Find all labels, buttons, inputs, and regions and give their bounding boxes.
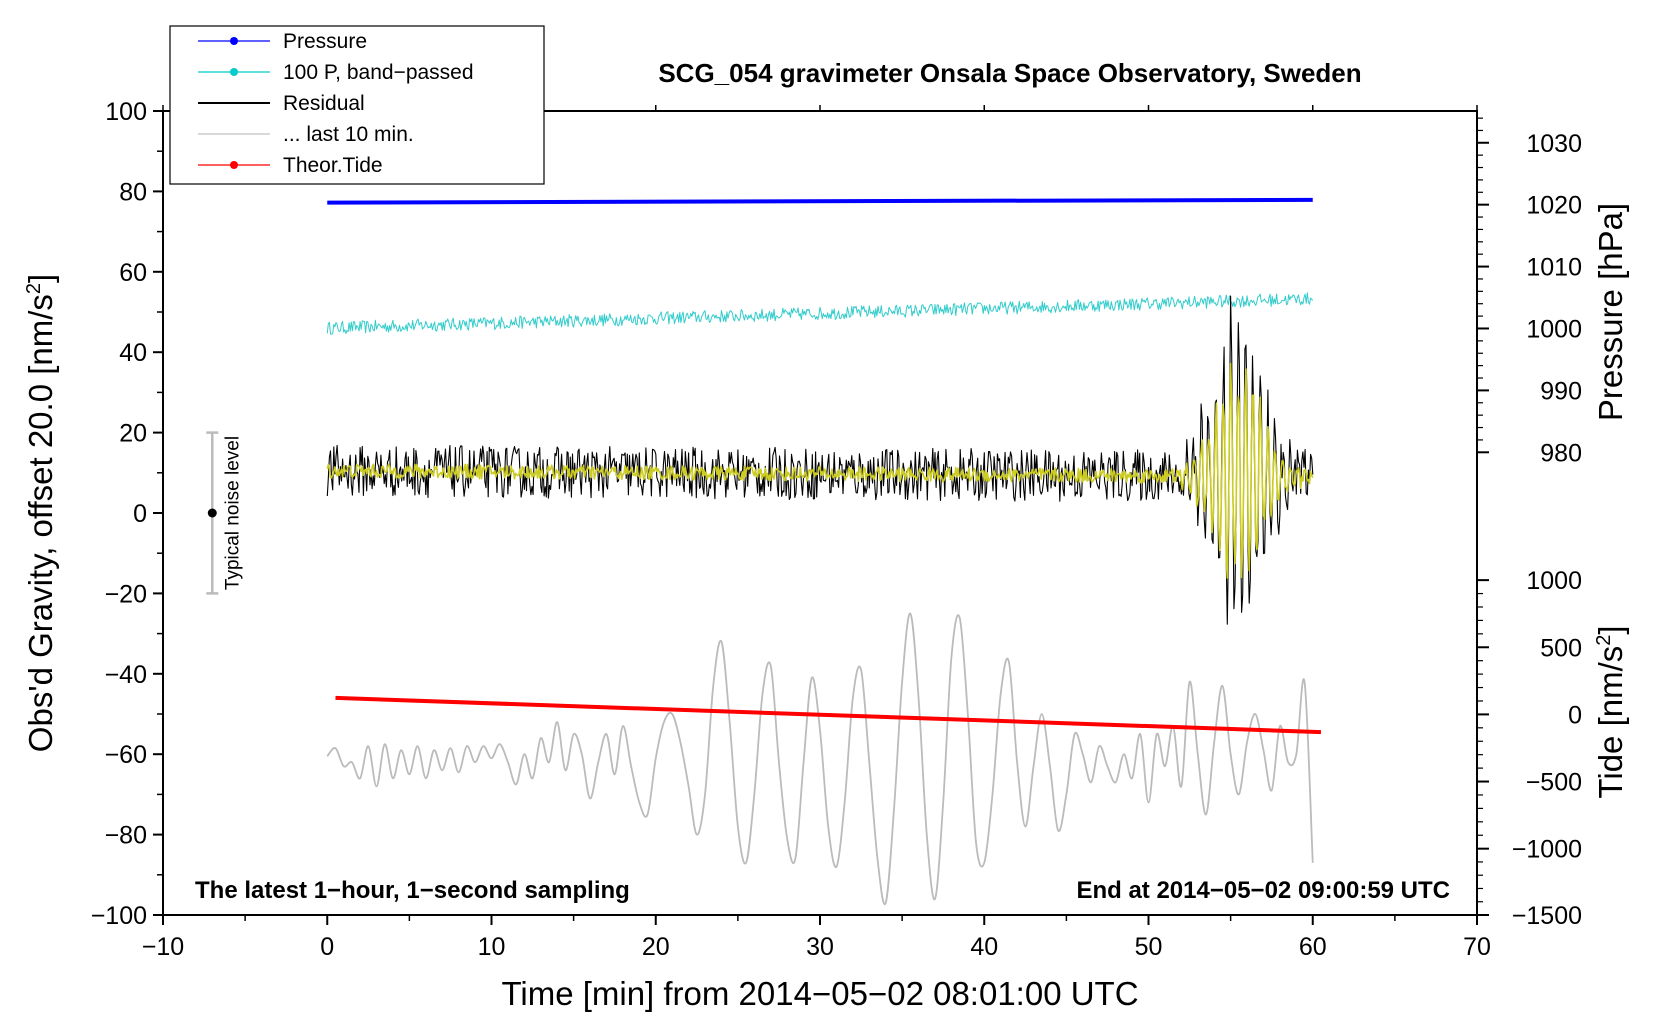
x-tick-label: 40	[970, 933, 998, 961]
x-axis-title: Time [min] from 2014−05−02 08:01:00 UTC	[501, 975, 1138, 1012]
tide-tick-label: −1000	[1512, 836, 1582, 864]
legend-label: Theor.Tide	[283, 154, 383, 177]
series-last-10-min	[326, 612, 1314, 906]
tide-tick-label: −500	[1526, 769, 1582, 797]
legend-label: Pressure	[283, 30, 367, 53]
y-tick-label: 20	[119, 420, 147, 448]
end-time-annotation: End at 2014−05−02 09:00:59 UTC	[1076, 877, 1450, 904]
x-tick-label: 10	[478, 933, 506, 961]
pressure-tick-label: 1010	[1526, 254, 1582, 282]
y-tick-label: 0	[133, 500, 147, 528]
sampling-annotation: The latest 1−hour, 1−second sampling	[195, 877, 630, 904]
series-residual-smoothed	[326, 362, 1314, 579]
y-tick-label: 60	[119, 259, 147, 287]
noise-bar-center-dot	[207, 508, 217, 518]
legend-label: Residual	[283, 92, 365, 115]
legend-label: ... last 10 min.	[283, 123, 414, 146]
y-axis-title-pressure: Pressure [hPa]	[1592, 203, 1629, 421]
y-tick-label: −100	[91, 902, 147, 930]
ticks-layer: −10 0 10 20 30 40 50 60 70100806040200−20−40−60−…	[91, 98, 1582, 961]
y-tick-label: 100	[105, 98, 147, 126]
tide-tick-label: 500	[1540, 634, 1582, 662]
chart-title: SCG_054 gravimeter Onsala Space Observat…	[658, 58, 1361, 88]
legend-marker	[230, 161, 238, 169]
x-tick-label: 30	[806, 933, 834, 961]
noise-bar: Typical noise level	[206, 431, 243, 595]
tide-tick-label: 0	[1568, 701, 1582, 729]
y-tick-label: −40	[105, 661, 147, 689]
y-axis-title-tide: Tide [nm/s2]	[1592, 625, 1629, 798]
x-tick-label: 20	[642, 933, 670, 961]
tide-tick-label: −1500	[1512, 902, 1582, 930]
series-layer	[326, 197, 1322, 906]
legend-marker	[230, 68, 238, 76]
series-theor-tide	[335, 695, 1322, 735]
y-axis-title-gravity: Obs'd Gravity, offset 20.0 [nm/s2]	[22, 274, 59, 752]
y-tick-label: −80	[105, 822, 147, 850]
series-pressure	[327, 197, 1313, 205]
legend-marker	[230, 37, 238, 45]
pressure-tick-label: 1030	[1526, 130, 1582, 158]
legend: Pressure 100 P, band−passed Residual ... la…	[169, 25, 545, 185]
x-tick-label: 0	[320, 933, 334, 961]
y-tick-label: −20	[105, 580, 147, 608]
x-tick-label: 60	[1299, 933, 1327, 961]
x-tick-label: 70	[1463, 933, 1491, 961]
pressure-tick-label: 1000	[1526, 315, 1582, 343]
pressure-tick-label: 990	[1540, 377, 1582, 405]
legend-label: 100 P, band−passed	[283, 61, 474, 84]
y-tick-label: 80	[119, 178, 147, 206]
noise-bar-label: Typical noise level	[222, 436, 243, 590]
x-tick-label: 50	[1135, 933, 1163, 961]
y-tick-label: −60	[105, 741, 147, 769]
series-residual	[326, 295, 1314, 625]
x-tick-label: −10	[142, 933, 184, 961]
tide-tick-label: 1000	[1526, 567, 1582, 595]
pressure-tick-label: 1020	[1526, 192, 1582, 220]
series-100-p-band-passed	[326, 292, 1314, 335]
pressure-tick-label: 980	[1540, 439, 1582, 467]
legend-box	[169, 25, 545, 185]
y-tick-label: 40	[119, 339, 147, 367]
